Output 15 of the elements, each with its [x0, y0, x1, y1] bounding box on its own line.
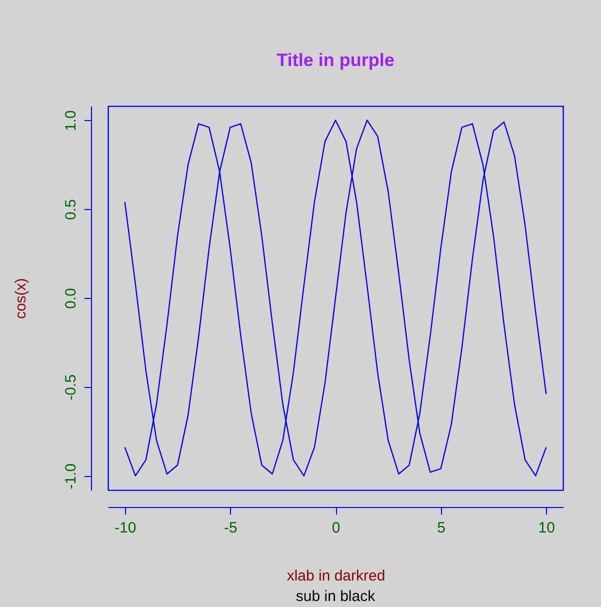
y-tick-label: 0.5	[62, 199, 80, 220]
y-tick-label: 1.0	[62, 110, 80, 132]
x-tick-label: 10	[538, 520, 555, 536]
text: sub in black	[296, 588, 376, 605]
line-series	[124, 120, 547, 476]
x-tick-label: -10	[114, 520, 136, 536]
chart-title: Title in purple	[276, 50, 394, 70]
y-tick-label: 0.0	[62, 288, 80, 309]
x-tick-label: -5	[224, 520, 238, 536]
x-tick-label: 5	[437, 520, 446, 536]
y-tick-label: -0.5	[62, 374, 80, 400]
y-axis-title: cos(x)	[12, 278, 30, 319]
x-tick-label: 0	[332, 520, 340, 536]
x-axis-title: xlab in darkred	[286, 568, 386, 584]
y-tick-label: -1.0	[62, 463, 80, 490]
